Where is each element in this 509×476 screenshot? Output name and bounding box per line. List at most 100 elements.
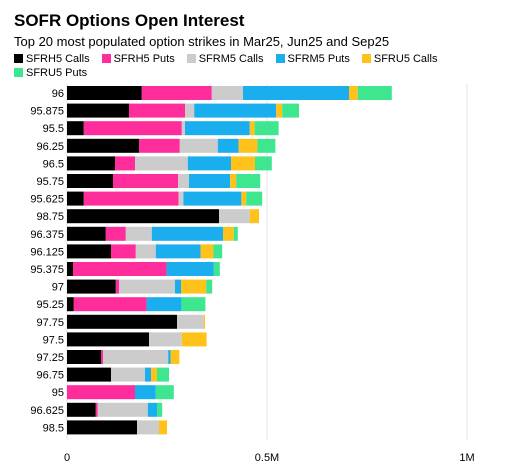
bar-segment (67, 103, 129, 118)
y-tick-label: 96.5 (43, 158, 64, 170)
bar-segment (249, 121, 255, 136)
bar-segment (129, 103, 185, 118)
legend-label: SFRU5 Calls (373, 53, 438, 65)
bar-segment (67, 367, 111, 382)
bar-segment (231, 156, 255, 171)
bar-segment (139, 138, 180, 153)
bar-segment (282, 103, 299, 118)
bar-segment (155, 244, 201, 259)
bar-segment (67, 209, 219, 224)
legend-item: SFRM5 Calls (186, 52, 264, 66)
bar-segment (67, 314, 177, 329)
bar-segment (181, 332, 207, 347)
bar-segment (187, 156, 231, 171)
bar-segment (249, 209, 259, 224)
bar-segment (146, 297, 182, 312)
y-tick-label: 95.75 (36, 176, 64, 188)
bar-segment (67, 191, 84, 206)
bar-segment (194, 103, 277, 118)
bar-segment (166, 262, 214, 276)
bar-segment (67, 244, 111, 259)
bar-segment (115, 156, 135, 171)
y-tick-label: 96.75 (36, 370, 64, 382)
bar-segment (357, 86, 392, 100)
bar-segment (97, 402, 148, 417)
legend-label: SFRM5 Puts (287, 53, 350, 65)
bar-segment (181, 297, 206, 312)
bar-segment (230, 174, 237, 188)
bar-segment (175, 279, 181, 294)
bar-segment (159, 420, 167, 435)
bar-segment (113, 174, 179, 188)
bar-segment (67, 262, 73, 276)
bar-segment (219, 209, 250, 224)
bar-segment (241, 191, 247, 206)
bar-segment (213, 244, 223, 259)
bar-segment (181, 279, 207, 294)
bar-segment (181, 121, 185, 136)
legend-swatch (101, 54, 111, 63)
x-tick-label: 0 (64, 452, 70, 464)
legend-item: SFRH5 Calls (14, 52, 90, 66)
bar-segment (233, 226, 238, 241)
bar-segment (185, 103, 195, 118)
bar-segment (200, 244, 214, 259)
bar-segment (135, 385, 156, 400)
bar-segment (67, 156, 115, 171)
bar-segment (67, 350, 101, 364)
legend-swatch (275, 54, 285, 63)
y-tick-label: 95.25 (36, 299, 64, 311)
y-tick-label: 96 (52, 88, 64, 100)
x-tick-label: 0.5M (255, 452, 279, 464)
legend-label: SFRU5 Puts (26, 67, 88, 79)
y-tick-label: 97.25 (36, 352, 64, 364)
legend-item: SFRM5 Puts (275, 52, 350, 66)
bar-segment (170, 350, 180, 364)
bar-segment (149, 332, 182, 347)
bar-segment (83, 191, 179, 206)
y-tick-label: 95 (52, 387, 64, 399)
bar-segment (178, 174, 189, 188)
bar-segment (155, 385, 174, 400)
bar-segment (125, 226, 152, 241)
legend-swatch (186, 54, 196, 63)
bar-segment (137, 420, 159, 435)
legend-swatch (14, 54, 23, 63)
bar-segment (168, 350, 171, 364)
bar-segment (203, 314, 205, 329)
bar-segment (67, 332, 149, 347)
bar-segment (101, 350, 103, 364)
bar-segment (67, 420, 137, 435)
bar-segment (349, 86, 358, 100)
bar-segment (151, 367, 157, 382)
bar-segment (276, 103, 283, 118)
bar-segment (73, 297, 147, 312)
bar-segment (183, 191, 242, 206)
legend: SFRH5 Calls SFRH5 Puts SFRM5 Calls SFRM5 Pu… (14, 52, 494, 80)
bar-segment (151, 226, 223, 241)
bar-segment (217, 138, 239, 153)
bar-segment (67, 279, 116, 294)
bar-segment (189, 174, 231, 188)
bar-segment (135, 156, 188, 171)
legend-swatch (361, 54, 371, 63)
bar-segment (67, 297, 74, 312)
bar-segment (236, 174, 261, 188)
bar-segment (223, 226, 234, 241)
bar-segment (145, 367, 151, 382)
bar-segment (255, 156, 272, 171)
y-tick-label: 95.625 (30, 194, 64, 206)
bar-segment (67, 86, 142, 100)
bar-segment (95, 402, 98, 417)
bar-segment (111, 244, 136, 259)
bar-segment (254, 121, 279, 136)
bar-segment (157, 367, 169, 382)
bar-segment (141, 86, 212, 100)
chart-subtitle: Top 20 most populated option strikes in … (14, 34, 390, 49)
bar-segment (67, 174, 113, 188)
y-tick-label: 98.5 (43, 422, 64, 434)
y-tick-label: 98.75 (36, 211, 64, 223)
bar-segment (73, 262, 167, 276)
x-tick-label: 1M (459, 452, 474, 464)
